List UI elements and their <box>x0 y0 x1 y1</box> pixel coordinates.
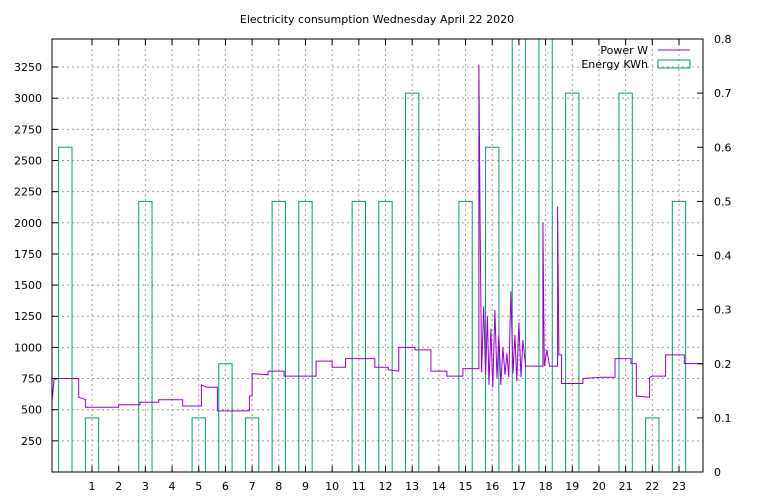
x-tick-label: 4 <box>169 480 176 493</box>
y-right-tick-label: 0.4 <box>714 250 732 263</box>
axes: 1 2 3 4 5 6 7 8 9 10 11 12 13 14 15 16 17 18 19 20 21 22 23250… <box>14 33 732 493</box>
x-tick-label: 3 <box>142 480 149 493</box>
x-tick-label: 10 <box>325 480 339 493</box>
x-tick-label: 6 <box>222 480 229 493</box>
power-line <box>51 64 703 412</box>
y-right-tick-label: 0.7 <box>714 87 732 100</box>
x-tick-label: 2 <box>115 480 122 493</box>
energy-bar <box>298 200 313 473</box>
y-right-tick-label: 0.3 <box>714 304 732 317</box>
x-tick-label: 9 <box>302 480 309 493</box>
x-tick-label: 21 <box>619 480 633 493</box>
legend-label-energy: Energy KWh <box>581 58 648 71</box>
energy-bar <box>58 146 73 473</box>
y-left-tick-label: 1000 <box>14 341 42 354</box>
power-series-line <box>51 64 703 412</box>
y-left-tick-label: 250 <box>21 435 42 448</box>
y-left-tick-label: 750 <box>21 373 42 386</box>
x-tick-label: 16 <box>485 480 499 493</box>
grid-layer <box>52 39 703 472</box>
y-left-tick-label: 2750 <box>14 123 42 136</box>
y-left-tick-label: 1500 <box>14 279 42 292</box>
y-left-tick-label: 3250 <box>14 61 42 74</box>
x-tick-label: 1 <box>89 480 96 493</box>
x-tick-label: 22 <box>645 480 659 493</box>
x-tick-label: 8 <box>275 480 282 493</box>
chart-title: Electricity consumption Wednesday April … <box>240 13 514 26</box>
y-left-tick-label: 2250 <box>14 186 42 199</box>
energy-bar <box>378 200 393 473</box>
y-left-tick-label: 2500 <box>14 154 42 167</box>
x-tick-label: 12 <box>379 480 393 493</box>
x-tick-label: 18 <box>539 480 553 493</box>
y-left-tick-label: 1250 <box>14 310 42 323</box>
y-right-tick-label: 0.8 <box>714 33 732 46</box>
x-tick-label: 20 <box>592 480 606 493</box>
x-tick-label: 7 <box>249 480 256 493</box>
y-right-tick-label: 0.1 <box>714 412 732 425</box>
energy-bar <box>138 200 153 473</box>
x-tick-label: 19 <box>565 480 579 493</box>
y-right-tick-label: 0.6 <box>714 141 732 154</box>
energy-bar <box>671 200 687 473</box>
y-right-tick-label: 0.2 <box>714 358 732 371</box>
x-tick-label: 23 <box>672 480 686 493</box>
x-tick-label: 5 <box>195 480 202 493</box>
legend-label-power: Power W <box>600 44 648 57</box>
plot-frame <box>51 38 704 473</box>
x-tick-label: 15 <box>459 480 473 493</box>
x-tick-label: 17 <box>512 480 526 493</box>
y-left-tick-label: 500 <box>21 404 42 417</box>
energy-bar <box>271 200 286 473</box>
y-right-tick-label: 0 <box>714 466 721 479</box>
y-left-tick-label: 2000 <box>14 217 42 230</box>
legend-swatch-energy <box>657 59 691 69</box>
x-tick-label: 11 <box>352 480 366 493</box>
x-tick-label: 14 <box>432 480 446 493</box>
energy-bar <box>351 200 366 473</box>
x-tick-label: 13 <box>405 480 419 493</box>
y-right-tick-label: 0.5 <box>714 195 732 208</box>
y-left-tick-label: 1750 <box>14 248 42 261</box>
energy-bar <box>458 200 473 473</box>
energy-bars <box>58 38 687 473</box>
y-left-tick-label: 3000 <box>14 92 42 105</box>
